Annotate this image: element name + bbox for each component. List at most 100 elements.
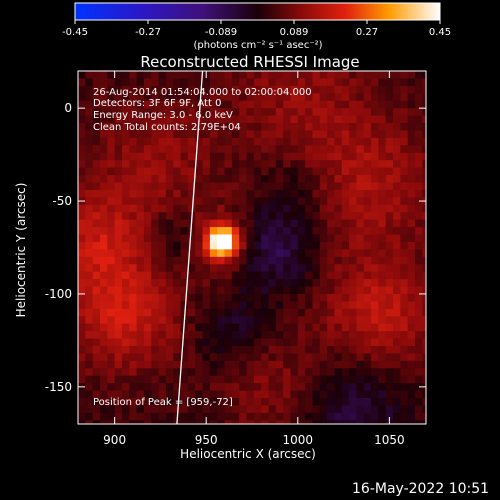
- heatmap-cell: [422, 412, 426, 421]
- heatmap-cell: [239, 345, 247, 354]
- heatmap-cell: [217, 420, 225, 424]
- heatmap-cell: [202, 137, 211, 146]
- heatmap-cell: [78, 390, 86, 399]
- heatmap-cell: [349, 167, 357, 176]
- heatmap-cell: [165, 241, 174, 250]
- heatmap-cell: [99, 130, 108, 139]
- heatmap-cell: [136, 249, 145, 258]
- heatmap-cell: [121, 383, 130, 391]
- heatmap-cell: [209, 197, 218, 206]
- heatmap-cell: [349, 115, 357, 124]
- heatmap-cell: [165, 360, 174, 369]
- heatmap-cell: [151, 345, 159, 354]
- heatmap-cell: [363, 397, 372, 406]
- heatmap-cell: [165, 286, 174, 295]
- heatmap-cell: [261, 71, 269, 79]
- heatmap-cell: [268, 360, 277, 369]
- heatmap-cell: [290, 353, 299, 362]
- heatmap-cell: [107, 353, 116, 362]
- heatmap-cell: [224, 137, 233, 146]
- heatmap-cell: [151, 249, 159, 258]
- heatmap-cell: [85, 234, 94, 243]
- heatmap-cell: [378, 234, 387, 243]
- heatmap-cell: [349, 397, 357, 406]
- heatmap-cell: [129, 360, 138, 369]
- heatmap-cell: [385, 197, 394, 206]
- heatmap-cell: [85, 219, 94, 228]
- heatmap-cell: [129, 301, 138, 310]
- heatmap-cell: [415, 71, 423, 79]
- heatmap-cell: [217, 175, 225, 183]
- heatmap-cell: [195, 189, 203, 198]
- heatmap-cell: [246, 93, 255, 102]
- heatmap-cell: [393, 145, 401, 154]
- heatmap-cell: [224, 412, 233, 421]
- heatmap-cell: [283, 301, 291, 310]
- heatmap-cell: [290, 108, 299, 116]
- heatmap-cell: [129, 123, 138, 131]
- heatmap-cell: [312, 279, 321, 287]
- heatmap-cell: [231, 405, 240, 414]
- heatmap-cell: [341, 123, 350, 131]
- heatmap-cell: [261, 123, 269, 131]
- heatmap-cell: [158, 316, 167, 325]
- heatmap-cell: [136, 108, 145, 116]
- heatmap-cell: [78, 189, 86, 198]
- heatmap-cell: [371, 256, 379, 265]
- heatmap-cell: [371, 293, 379, 302]
- y-tick-label: 0: [64, 101, 72, 116]
- heatmap-cell: [107, 145, 116, 154]
- heatmap-cell: [107, 227, 116, 235]
- heatmap-cell: [283, 175, 291, 183]
- heatmap-cell: [312, 397, 321, 406]
- heatmap-cell: [224, 100, 233, 109]
- heatmap-cell: [290, 249, 299, 258]
- heatmap-cell: [341, 316, 350, 325]
- heatmap-cell: [393, 264, 401, 273]
- heatmap-cell: [268, 271, 277, 280]
- heatmap-cell: [378, 108, 387, 116]
- heatmap-cell: [107, 219, 116, 228]
- heatmap-cell: [268, 375, 277, 384]
- heatmap-cell: [327, 345, 335, 354]
- heatmap-cell: [371, 137, 379, 146]
- heatmap-cell: [151, 71, 159, 79]
- heatmap-cell: [217, 375, 225, 384]
- heatmap-cell: [78, 167, 86, 176]
- heatmap-cell: [319, 353, 328, 362]
- heatmap-cell: [114, 368, 123, 377]
- heatmap-cell: [275, 160, 284, 169]
- heatmap-cell: [209, 137, 218, 146]
- heatmap-cell: [327, 293, 335, 302]
- heatmap-cell: [283, 160, 291, 169]
- heatmap-cell: [253, 383, 262, 391]
- heatmap-cell: [363, 108, 372, 116]
- heatmap-cell: [165, 368, 174, 377]
- heatmap-cell: [312, 204, 321, 213]
- heatmap-cell: [268, 123, 277, 131]
- heatmap-cell: [187, 323, 196, 332]
- heatmap-cell: [415, 397, 423, 406]
- heatmap-cell: [319, 212, 328, 221]
- colorbar-tick-label: 0.45: [428, 27, 452, 38]
- heatmap-cell: [385, 93, 394, 102]
- heatmap-cell: [107, 130, 116, 139]
- heatmap-cell: [129, 108, 138, 116]
- heatmap-cell: [297, 331, 306, 339]
- heatmap-cell: [275, 420, 284, 424]
- heatmap-cell: [85, 123, 94, 131]
- heatmap-cell: [312, 167, 321, 176]
- heatmap-cell: [180, 182, 189, 191]
- heatmap-cell: [136, 390, 145, 399]
- heatmap-cell: [371, 123, 379, 131]
- heatmap-cell: [165, 93, 174, 102]
- heatmap-cell: [136, 345, 145, 354]
- heatmap-cell: [400, 271, 409, 280]
- heatmap-cell: [209, 182, 218, 191]
- heatmap-cell: [209, 397, 218, 406]
- heatmap-cell: [99, 152, 108, 161]
- heatmap-cell: [136, 167, 145, 176]
- heatmap-cell: [173, 130, 181, 139]
- heatmap-cell: [246, 78, 255, 87]
- heatmap-cell: [224, 301, 233, 310]
